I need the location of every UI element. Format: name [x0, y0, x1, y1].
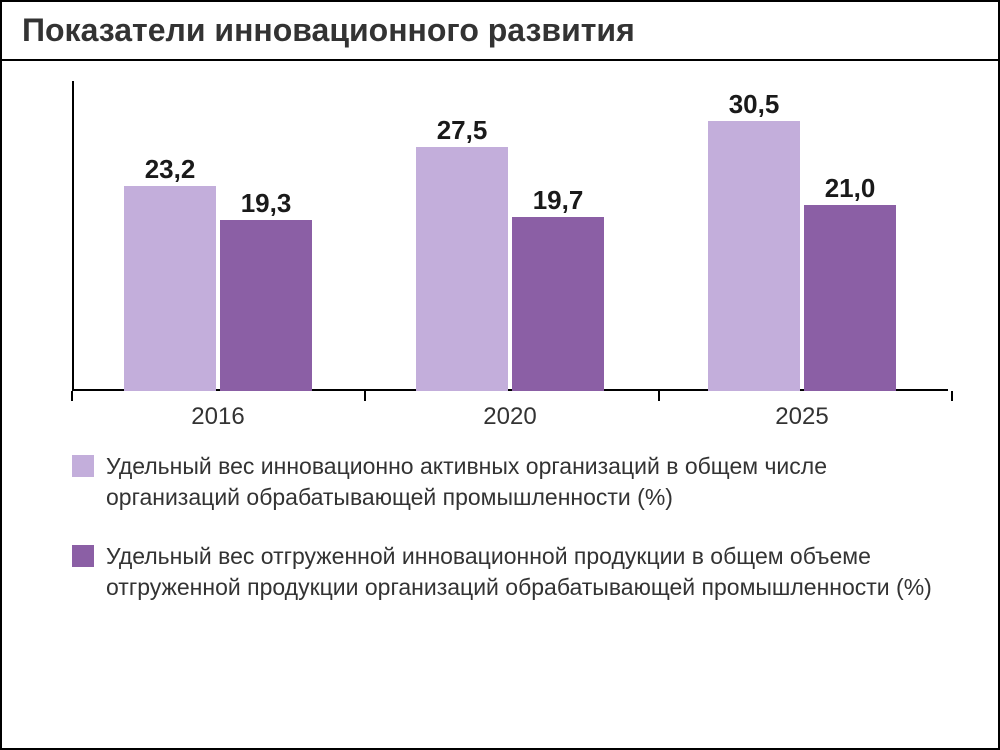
bar: 19,3 — [220, 220, 312, 391]
bar-value-label: 27,5 — [437, 115, 488, 146]
chart-title: Показатели инновационного развития — [22, 12, 978, 49]
chart-container: Показатели инновационного развития 23,21… — [0, 0, 1000, 750]
bar-group: 27,519,7 — [416, 147, 604, 391]
legend-swatch — [72, 455, 94, 477]
bar-value-label: 30,5 — [729, 89, 780, 120]
x-category-label: 2016 — [118, 403, 318, 431]
bar-value-label: 23,2 — [145, 154, 196, 185]
bar: 21,0 — [804, 205, 896, 391]
legend-item: Удельный вес инновационно активных орган… — [72, 451, 938, 513]
bar: 23,2 — [124, 186, 216, 391]
legend-item: Удельный вес отгруженной инновационной п… — [72, 541, 938, 603]
title-cell: Показатели инновационного развития — [2, 2, 998, 61]
bar-groups: 23,219,327,519,730,521,0 — [72, 81, 948, 391]
bar-group: 23,219,3 — [124, 186, 312, 391]
bar: 27,5 — [416, 147, 508, 391]
plot-area: 23,219,327,519,730,521,0 201620202025 — [72, 81, 948, 421]
legend-text: Удельный вес отгруженной инновационной п… — [106, 541, 938, 603]
chart-cell: 23,219,327,519,730,521,0 201620202025 Уд… — [2, 61, 998, 748]
bar-value-label: 21,0 — [825, 173, 876, 204]
legend: Удельный вес инновационно активных орган… — [72, 451, 938, 603]
bar-group: 30,521,0 — [708, 121, 896, 391]
x-tick — [364, 391, 366, 401]
x-category-label: 2020 — [410, 403, 610, 431]
bar-value-label: 19,3 — [241, 188, 292, 219]
bar: 30,5 — [708, 121, 800, 391]
legend-text: Удельный вес инновационно активных орган… — [106, 451, 938, 513]
x-tick — [658, 391, 660, 401]
x-tick — [71, 391, 73, 401]
x-category-label: 2025 — [702, 403, 902, 431]
bar-value-label: 19,7 — [533, 185, 584, 216]
x-tick — [951, 391, 953, 401]
legend-swatch — [72, 545, 94, 567]
bar: 19,7 — [512, 217, 604, 391]
x-labels: 2016 2020 2025 — [72, 403, 948, 431]
